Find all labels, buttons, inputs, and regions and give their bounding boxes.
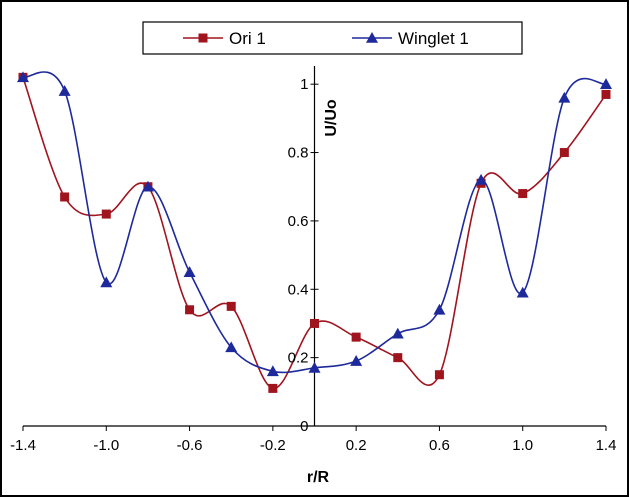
data-point-winglet-1 [58, 85, 71, 96]
data-point-winglet-1 [391, 327, 404, 339]
data-point-winglet-1 [558, 91, 571, 103]
data-point-ori-1 [310, 318, 319, 328]
data-point-winglet-1 [266, 365, 279, 377]
x-tick-label: -0.6 [177, 437, 203, 454]
data-point-winglet-1 [100, 276, 113, 288]
x-tick-label: -0.2 [260, 437, 286, 454]
legend-label-winglet-1: Winglet 1 [398, 29, 469, 48]
data-point-ori-1 [518, 189, 528, 199]
data-point-ori-1 [185, 305, 195, 315]
y-tick-label: 0.6 [288, 213, 309, 230]
legend-entry-ori-1: Ori 1 [183, 29, 266, 48]
legend-entry-winglet-1: Winglet 1 [352, 29, 469, 48]
y-tick-label: 0.2 [288, 350, 309, 367]
legend: Ori 1 Winglet 1 [142, 21, 523, 55]
x-tick-label: 1.4 [596, 437, 617, 454]
x-axis-label: r/R [307, 469, 330, 486]
data-point-ori-1 [351, 332, 361, 342]
data-point-ori-1 [601, 89, 611, 99]
y-tick-label: 1 [300, 76, 308, 93]
data-point-ori-1 [101, 209, 111, 219]
data-point-winglet-1 [183, 266, 196, 277]
data-point-ori-1 [60, 192, 70, 202]
x-tick-label: 1.0 [512, 437, 533, 454]
y-tick-label: 0.8 [288, 145, 309, 162]
data-point-ori-1 [434, 370, 444, 380]
x-tick-label: 0.2 [346, 437, 367, 454]
legend-marker-ori-1 [198, 33, 208, 43]
data-point-winglet-1 [475, 173, 488, 185]
y-tick-label: 0.4 [288, 281, 309, 298]
data-point-ori-1 [268, 383, 278, 393]
data-point-winglet-1 [17, 71, 29, 83]
data-point-winglet-1 [308, 361, 321, 373]
data-point-winglet-1 [225, 341, 238, 353]
data-point-winglet-1 [516, 286, 529, 298]
data-point-ori-1 [226, 301, 236, 311]
x-tick-label: -1.4 [10, 437, 36, 454]
ticks-layer: -1.4 -1.0 -0.6 -0.2 0.2 0.6 1.0 1.4 0 0.2 0.4 0.6 0.… [10, 76, 616, 454]
data-point-winglet-1 [433, 303, 446, 315]
legend-label-ori-1: Ori 1 [229, 29, 266, 48]
series-winglet-1 [17, 71, 612, 377]
series-layer [17, 71, 612, 393]
data-point-winglet-1 [350, 355, 363, 366]
data-point-winglet-1 [600, 78, 612, 89]
data-point-ori-1 [393, 353, 403, 363]
y-tick-label: 0 [300, 418, 308, 435]
x-tick-label: 0.6 [429, 437, 450, 454]
legend-marker-winglet-1 [366, 32, 378, 43]
y-axis-label: U/Uo [323, 99, 340, 137]
data-point-ori-1 [559, 148, 569, 158]
data-point-winglet-1 [141, 180, 154, 192]
x-tick-label: -1.0 [93, 437, 119, 454]
